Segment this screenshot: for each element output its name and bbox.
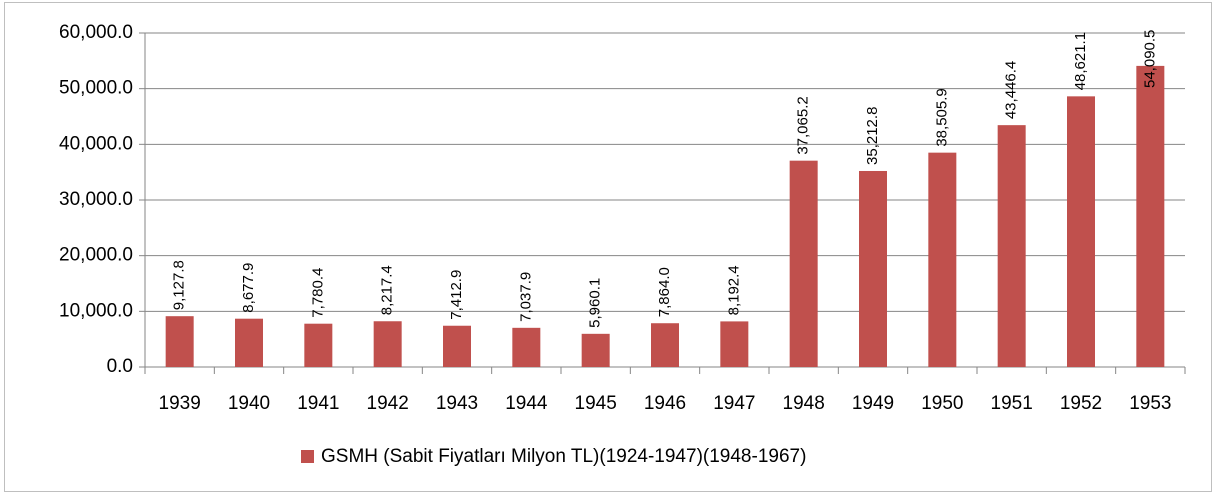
x-tick-label: 1953 bbox=[1129, 393, 1171, 414]
value-label: 8,192.4 bbox=[725, 265, 742, 315]
value-label: 8,677.9 bbox=[240, 263, 257, 313]
y-tick-label: 50,000.0 bbox=[59, 78, 133, 99]
bar bbox=[443, 325, 471, 367]
value-label: 8,217.4 bbox=[379, 265, 396, 315]
value-label: 43,446.4 bbox=[1003, 61, 1020, 119]
bar bbox=[512, 327, 541, 367]
value-label: 38,505.9 bbox=[933, 88, 950, 146]
x-tick-label: 1949 bbox=[852, 393, 894, 414]
value-label: 9,127.8 bbox=[171, 260, 188, 310]
x-tick-label: 1948 bbox=[783, 393, 825, 414]
value-label: 7,864.0 bbox=[656, 267, 673, 317]
y-tick-label: 30,000.0 bbox=[59, 189, 133, 210]
y-tick-label: 10,000.0 bbox=[59, 300, 133, 321]
bar bbox=[1136, 65, 1165, 368]
value-label: 7,412.9 bbox=[448, 270, 465, 320]
value-label: 5,960.1 bbox=[587, 278, 604, 328]
x-tick-label: 1947 bbox=[713, 393, 755, 414]
value-label: 7,780.4 bbox=[309, 268, 326, 318]
y-tick-label: 0.0 bbox=[107, 356, 133, 377]
chart-border bbox=[4, 2, 1212, 492]
bar bbox=[235, 318, 263, 367]
bar bbox=[859, 170, 887, 367]
y-tick-label: 40,000.0 bbox=[59, 133, 133, 154]
bar bbox=[304, 323, 333, 367]
value-label: 54,090.5 bbox=[1141, 30, 1158, 88]
value-label: 37,065.2 bbox=[795, 96, 812, 154]
x-tick-label: 1952 bbox=[1060, 393, 1102, 414]
value-label: 48,621.1 bbox=[1072, 32, 1089, 90]
value-label: 35,212.8 bbox=[864, 107, 881, 165]
bar bbox=[651, 323, 679, 367]
legend-marker bbox=[301, 450, 314, 463]
bar bbox=[165, 316, 194, 367]
x-tick-label: 1951 bbox=[991, 393, 1033, 414]
bar bbox=[789, 160, 818, 367]
x-tick-label: 1945 bbox=[575, 393, 617, 414]
bar bbox=[581, 333, 610, 367]
x-tick-label: 1950 bbox=[921, 393, 963, 414]
x-tick-label: 1943 bbox=[436, 393, 478, 414]
bar bbox=[373, 321, 402, 367]
y-tick-label: 20,000.0 bbox=[59, 245, 133, 266]
x-tick-label: 1939 bbox=[159, 393, 201, 414]
bar bbox=[720, 321, 749, 367]
x-tick-label: 1941 bbox=[297, 393, 339, 414]
x-tick-label: 1940 bbox=[228, 393, 270, 414]
x-tick-label: 1946 bbox=[644, 393, 686, 414]
legend-label: GSMH (Sabit Fiyatları Milyon TL)(1924-19… bbox=[321, 446, 806, 467]
bar bbox=[1067, 96, 1095, 368]
bar bbox=[997, 125, 1026, 367]
x-tick-label: 1944 bbox=[505, 393, 548, 414]
x-tick-label: 1942 bbox=[367, 393, 409, 414]
value-label: 7,037.9 bbox=[517, 272, 534, 322]
y-tick-label: 60,000.0 bbox=[59, 22, 133, 43]
bar bbox=[928, 152, 957, 367]
